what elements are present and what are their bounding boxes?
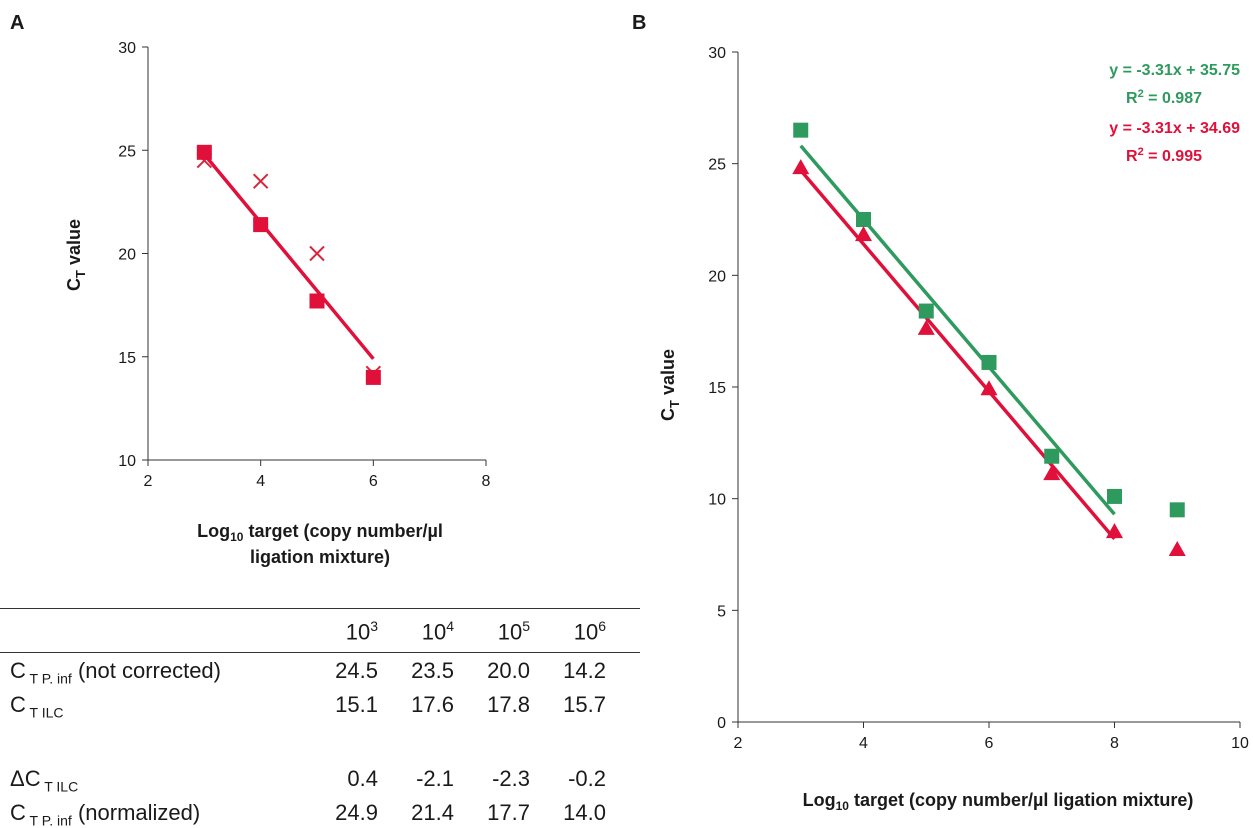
- chartB-x-tick-label: 2: [734, 735, 743, 752]
- table-cell: 23.5: [411, 658, 454, 683]
- chartB-square-point: [1107, 488, 1122, 504]
- chart-a-x-axis-title-line1: Log10 target (copy number/µl: [197, 521, 443, 544]
- chartB-square-point: [918, 303, 934, 319]
- chart-a-y-axis-title: CT value: [64, 219, 88, 291]
- chartA-x-tick-label: 2: [144, 473, 153, 490]
- table-column-header: 103: [345, 618, 378, 645]
- chartA-x-point: [309, 245, 325, 262]
- chart-b-x-axis-title: Log10 target (copy number/µl ligation mi…: [803, 790, 1194, 813]
- table-column-header: 104: [421, 618, 454, 645]
- chartB-triangle-point: [1043, 465, 1061, 481]
- table-cell: 17.7: [487, 800, 530, 825]
- chartB-fit-line: [799, 169, 1116, 541]
- chart-b-green-equation: y = -3.31x + 35.75: [1109, 62, 1240, 79]
- chartA-y-tick-label: 25: [118, 143, 136, 160]
- table-cell: 24.5: [335, 658, 378, 683]
- chartA-square-point: [196, 144, 212, 160]
- chartA-y-tick-label: 20: [118, 247, 136, 264]
- chart-b-y-axis-title: CT value: [658, 349, 682, 421]
- table-cell: 14.0: [563, 800, 606, 825]
- chartA-x-tick-label: 4: [256, 473, 265, 490]
- chartA-y-tick-label: 30: [118, 40, 136, 57]
- chart-b: 0 5 10 15 20 25 30 2 4 6 8 10 CT value Log10 target…: [658, 45, 1249, 813]
- table-cell: 20.0: [487, 658, 530, 683]
- table-cell: 14.2: [563, 658, 606, 683]
- table-cell: 15.7: [563, 692, 606, 717]
- chartB-y-tick-label: 15: [708, 380, 726, 397]
- table-row-label: ΔC T ILC: [10, 766, 79, 795]
- chartB-triangle-point: [1168, 541, 1186, 557]
- chartB-y-tick-label: 0: [717, 715, 726, 732]
- chartA-square-point: [253, 217, 269, 233]
- chartB-triangle-point: [1106, 523, 1123, 539]
- chart-b-red-equation: y = -3.31x + 34.69: [1109, 120, 1240, 137]
- chart-a: 10 15 20 25 30 2 4 6 8 CT value Log10 target (co…: [64, 40, 491, 567]
- chartA-x-tick-label: 6: [369, 473, 378, 490]
- chartA-square-point: [309, 293, 325, 309]
- chartB-y-tick-label: 30: [708, 45, 726, 62]
- panel-b-label: B: [632, 12, 647, 34]
- chartB-square-point: [1169, 502, 1185, 518]
- chart-a-x-axis-title-line2: ligation mixture): [250, 547, 390, 567]
- table-row-label: C T ILC: [10, 692, 64, 721]
- table-row-label: C T P. inf (normalized): [10, 800, 201, 828]
- chartB-fit-line: [799, 144, 1116, 516]
- chartB-square-point: [793, 122, 809, 138]
- chartB-y-tick-label: 20: [708, 268, 726, 285]
- panel-a-label: A: [10, 12, 25, 34]
- chartB-y-tick-label: 5: [717, 603, 726, 620]
- chartB-x-tick-label: 8: [1110, 735, 1119, 752]
- table-column-header: 106: [573, 618, 606, 645]
- table-cell: 15.1: [335, 692, 378, 717]
- chartA-y-tick-label: 15: [118, 350, 136, 367]
- chartB-y-tick-label: 25: [708, 157, 726, 174]
- chartA-x-tick-label: 8: [482, 473, 491, 490]
- chartB-y-tick-label: 10: [708, 492, 726, 509]
- table-header-rule: [0, 652, 640, 653]
- chartB-triangle-point: [980, 380, 998, 396]
- chartB-x-tick-label: 4: [859, 735, 868, 752]
- chartA-y-tick-label: 10: [118, 453, 136, 470]
- table-cell: -2.1: [416, 766, 454, 791]
- chartB-triangle-point: [792, 159, 810, 175]
- chartA-square-point: [365, 369, 381, 385]
- table-cell: 17.8: [487, 692, 530, 717]
- chart-b-red-r2: R2 = 0.995: [1126, 146, 1202, 165]
- chartA-fit-line: [202, 153, 375, 360]
- chartB-x-tick-label: 6: [985, 735, 994, 752]
- table-top-rule: [0, 608, 640, 609]
- table-cell: 21.4: [411, 800, 454, 825]
- chart-b-green-r2: R2 = 0.987: [1126, 88, 1202, 107]
- table-cell: 24.9: [335, 800, 378, 825]
- chartB-square-point: [1044, 448, 1060, 464]
- x-stroke: [309, 245, 325, 262]
- chartB-square-point: [856, 212, 871, 227]
- chartA-x-point: [252, 173, 269, 189]
- chartB-triangle-point: [855, 226, 872, 242]
- table-cell: -2.3: [492, 766, 530, 791]
- table-cell: -0.2: [568, 766, 606, 791]
- chartB-x-tick-label: 10: [1231, 735, 1249, 752]
- x-stroke: [252, 173, 269, 189]
- chartB-square-point: [981, 354, 997, 370]
- chartB-triangle-point: [917, 319, 935, 335]
- table-column-header: 105: [497, 618, 530, 645]
- table-cell: 17.6: [411, 692, 454, 717]
- table-cell: 0.4: [347, 766, 378, 791]
- table-row-label: C T P. inf (not corrected): [10, 658, 221, 687]
